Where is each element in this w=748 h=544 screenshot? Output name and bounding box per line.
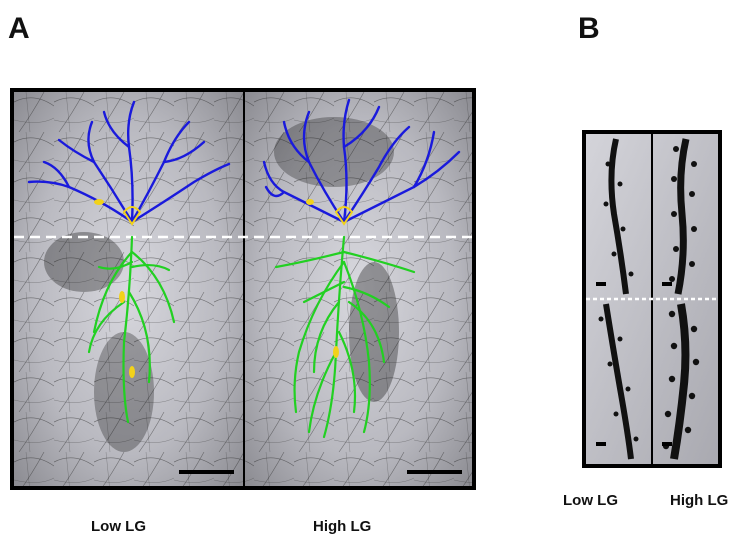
panel-b-scale-4 [662, 442, 672, 446]
low-lg-dendrite-top [608, 138, 629, 295]
panel-b-scale-2 [662, 282, 672, 286]
high-lg-dendrite-top [674, 138, 690, 295]
high-lg-apical-tracing [262, 98, 461, 224]
panel-a-label-high: High LG [313, 518, 372, 535]
scale-bar-left [179, 470, 234, 474]
scale-bar-right [407, 470, 462, 474]
low-lg-dendrite-bottom [603, 303, 634, 460]
panel-a-image [14, 92, 472, 486]
panel-b-label-high: High LG [670, 492, 729, 509]
high-lg-basal-tracing [274, 235, 416, 439]
panel-letter-a: A [8, 12, 30, 45]
fibers-right [245, 92, 472, 486]
panel-b-scale-3 [596, 442, 606, 446]
high-lg-dendrite-bottom [670, 303, 690, 460]
panel-a-divider [243, 92, 245, 486]
low-lg-basal-tracing [87, 235, 176, 424]
panel-b-label-low: Low LG [563, 492, 618, 509]
low-lg-soma-marker [122, 206, 142, 226]
high-lg-soma-marker [334, 206, 354, 226]
panel-b-image [586, 134, 718, 464]
panel-b-scale-1 [596, 282, 606, 286]
panel-a-frame [10, 88, 476, 490]
low-lg-apical-tracing [27, 100, 231, 224]
panel-letter-b: B [578, 12, 600, 45]
panel-b-frame [582, 130, 722, 468]
panel-a-label-low: Low LG [91, 518, 146, 535]
